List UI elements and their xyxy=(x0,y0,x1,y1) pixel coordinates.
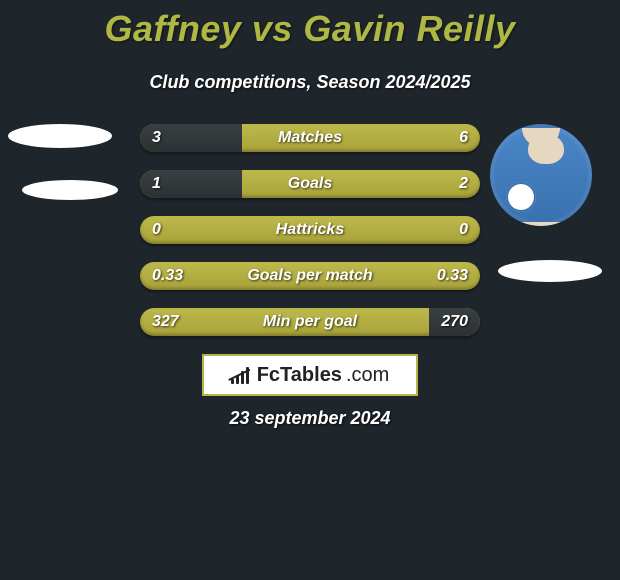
stat-row-matches: 3 Matches 6 xyxy=(140,124,480,152)
subtitle: Club competitions, Season 2024/2025 xyxy=(0,72,620,93)
stat-value-right: 0 xyxy=(459,216,468,244)
brand-box[interactable]: FcTables.com xyxy=(202,354,418,396)
stat-label: Matches xyxy=(140,124,480,152)
left-player-shape-1 xyxy=(8,124,112,148)
stat-row-min-per-goal: 327 Min per goal 270 xyxy=(140,308,480,336)
right-player-avatar xyxy=(490,124,592,226)
date-label: 23 september 2024 xyxy=(0,408,620,429)
brand-text-rest: .com xyxy=(346,364,389,387)
stat-value-right: 270 xyxy=(441,308,468,336)
stat-label: Goals per match xyxy=(140,262,480,290)
stat-value-right: 0.33 xyxy=(437,262,468,290)
stats-container: 3 Matches 6 1 Goals 2 0 Hattricks 0 0.33… xyxy=(140,124,480,354)
left-player-shape-2 xyxy=(22,180,118,200)
stat-value-right: 2 xyxy=(459,170,468,198)
stat-label: Min per goal xyxy=(140,308,480,336)
page-title: Gaffney vs Gavin Reilly xyxy=(0,0,620,50)
stat-label: Hattricks xyxy=(140,216,480,244)
stat-value-right: 6 xyxy=(459,124,468,152)
bar-chart-icon xyxy=(231,366,253,384)
stat-row-goals: 1 Goals 2 xyxy=(140,170,480,198)
stat-row-goals-per-match: 0.33 Goals per match 0.33 xyxy=(140,262,480,290)
brand-text-bold: FcTables xyxy=(257,364,342,387)
right-player-shape xyxy=(498,260,602,282)
stat-label: Goals xyxy=(140,170,480,198)
stat-row-hattricks: 0 Hattricks 0 xyxy=(140,216,480,244)
